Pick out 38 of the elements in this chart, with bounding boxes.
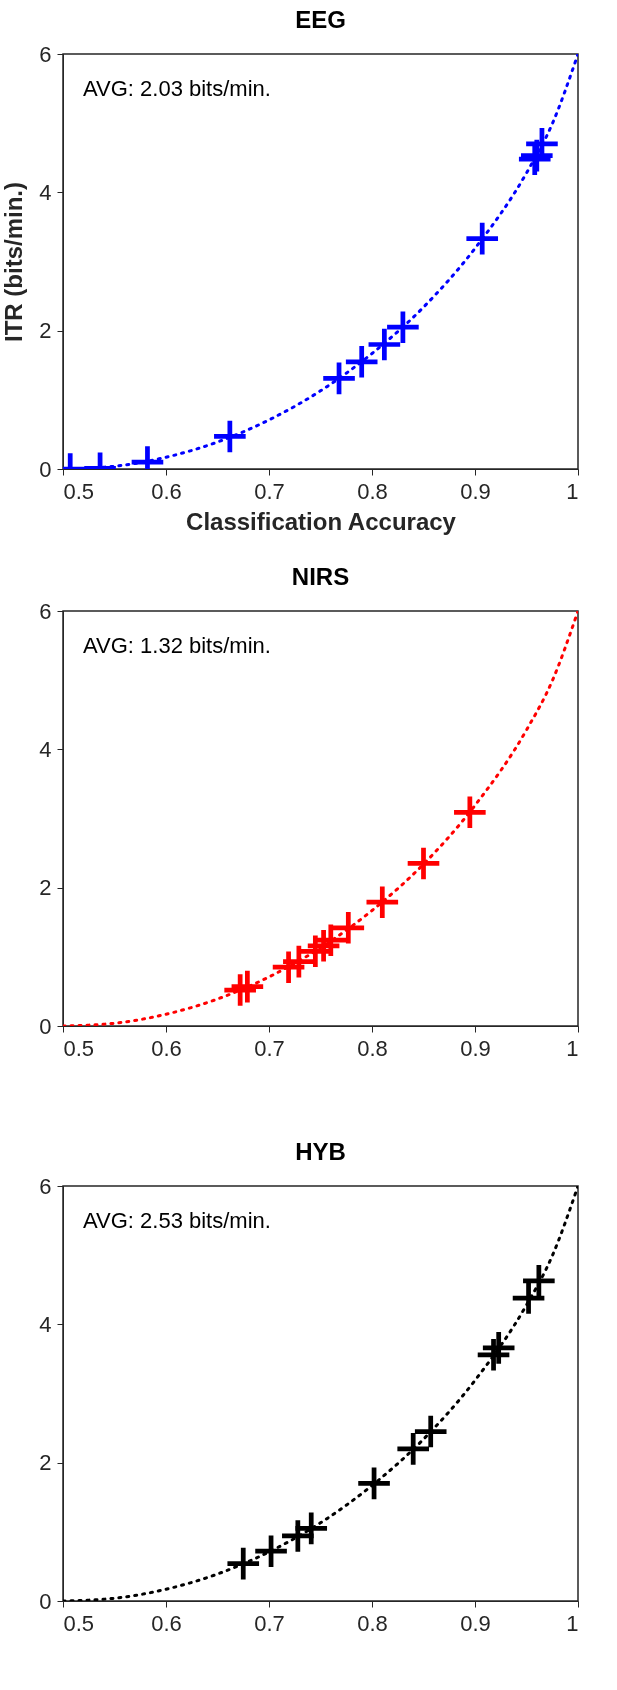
x-tick-label: 0.6 [151,1035,182,1061]
x-tick-label: 0.7 [254,1035,285,1061]
x-tick-label: 0.7 [254,1610,285,1636]
annotation: AVG: 2.03 bits/min. [83,76,271,101]
y-tick-label: 6 [39,598,52,624]
x-axis-title: Classification Accuracy [186,507,457,535]
x-tick-label: 0.8 [357,478,388,504]
y-tick-label: 2 [39,1450,52,1476]
x-tick-label: 0.5 [63,478,95,504]
y-tick-label: 6 [39,41,52,67]
y-tick-label: 4 [39,736,52,762]
x-tick-label: 0.5 [63,1035,95,1061]
y-tick-label: 6 [39,1173,52,1199]
x-tick-label: 0.9 [460,478,491,504]
x-tick-label: 0.7 [254,478,285,504]
y-tick-label: 2 [39,318,52,344]
chart-title: HYB [295,1138,346,1165]
x-tick-label: 0.9 [460,1610,491,1636]
chart-title: NIRS [291,563,350,590]
y-axis-title: ITR (bits/min.) [0,182,28,342]
y-tick-label: 4 [39,1311,52,1337]
chart-title: EEG [295,6,346,33]
x-tick-label: 1 [566,478,579,504]
x-tick-label: 1 [566,1035,579,1061]
x-tick-label: 0.6 [151,1610,182,1636]
x-tick-label: 0.9 [460,1035,491,1061]
y-tick-label: 4 [39,179,52,205]
x-tick-label: 0.8 [357,1035,388,1061]
y-tick-label: 2 [39,875,52,901]
x-tick-label: 0.8 [357,1610,388,1636]
annotation: AVG: 1.32 bits/min. [83,633,271,658]
x-tick-label: 1 [566,1610,579,1636]
annotation: AVG: 2.53 bits/min. [83,1208,271,1233]
x-tick-label: 0.5 [63,1610,95,1636]
y-tick-label: 0 [39,1588,52,1614]
y-tick-label: 0 [39,456,52,482]
y-tick-label: 0 [39,1013,52,1039]
x-tick-label: 0.6 [151,478,182,504]
